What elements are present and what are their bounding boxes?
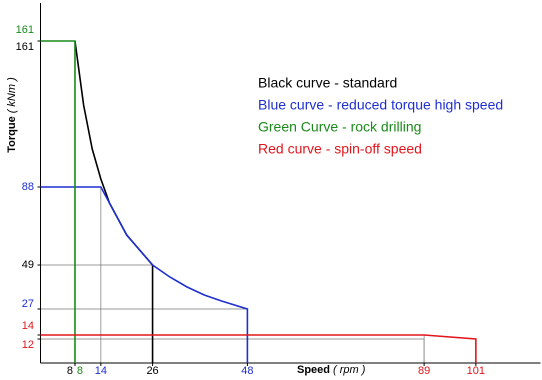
y-axis-label: Torque ( kNm ) [6,77,18,153]
series-line [74,40,154,363]
x-tick-label: 26 [146,365,158,377]
x-axis-title: Speed [297,364,330,376]
x-tick-label: 8 [77,365,83,377]
series-line [40,40,76,363]
y-tick-label: 14 [22,320,34,332]
legend-entry: Blue curve - reduced torque high speed [258,97,503,113]
x-axis-unit: ( rpm ) [333,364,366,376]
y-tick-label: 12 [22,339,34,351]
series-line [40,334,477,363]
y-tick-label: 88 [22,181,34,193]
series-line [40,186,249,363]
x-tick-label: 14 [95,365,107,377]
y-tick-label: 161 [16,24,34,36]
y-tick-label: 49 [22,259,34,271]
y-axis-unit: ( kNm ) [6,77,18,113]
x-tick-label: 48 [241,365,253,377]
y-tick-label: 161 [16,41,34,53]
x-axis-label: Speed( rpm ) [297,364,366,376]
legend-entry: Green Curve - rock drilling [258,119,421,135]
x-tick-label: 101 [467,365,485,377]
legend-entry: Red curve - spin-off speed [258,141,422,157]
y-tick-label: 27 [22,298,34,310]
legend-entry: Black curve - standard [258,75,397,91]
x-tick-label: 8 [67,365,73,377]
y-axis-title: Torque [6,116,18,152]
x-tick-label: 89 [418,365,430,377]
